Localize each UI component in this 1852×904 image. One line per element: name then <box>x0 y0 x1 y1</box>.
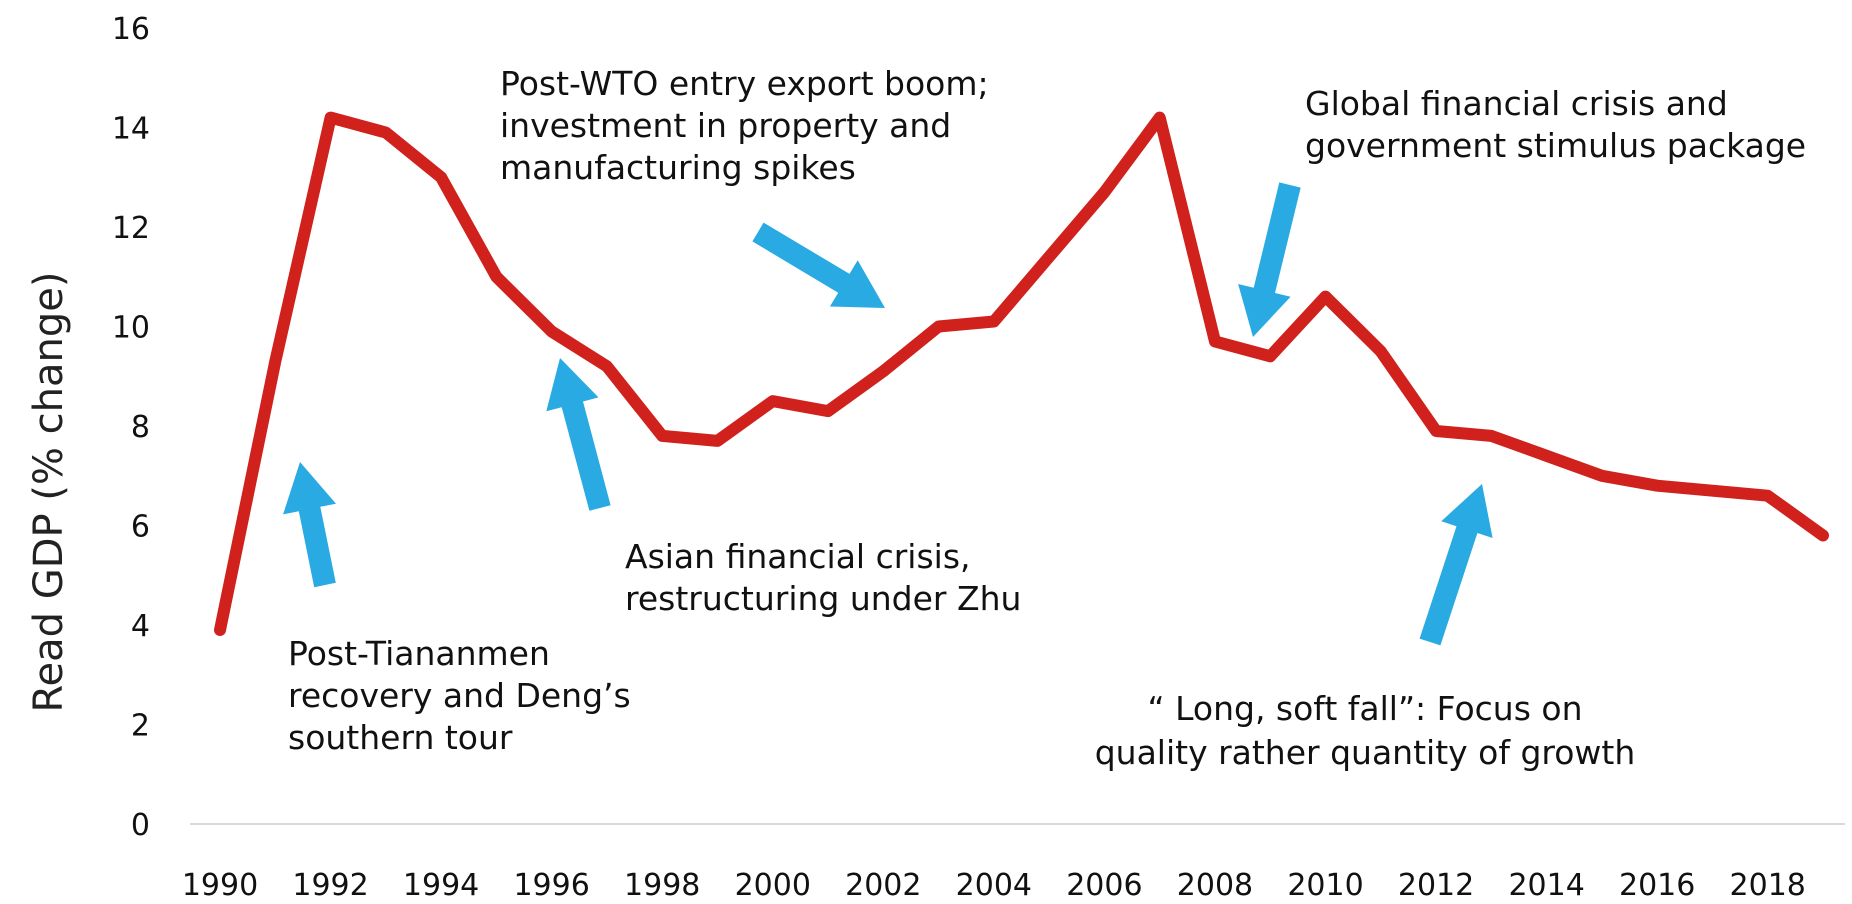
annotation-line: restructuring under Zhu <box>625 579 1021 618</box>
data-point <box>1489 434 1493 438</box>
x-tick-label: 1994 <box>403 868 479 903</box>
y-tick-label: 14 <box>112 112 150 147</box>
data-point <box>1600 474 1604 478</box>
x-tick-label: 2018 <box>1730 868 1806 903</box>
x-tick-label: 2010 <box>1287 868 1363 903</box>
data-point <box>826 409 830 413</box>
data-point <box>660 434 664 438</box>
x-tick-label: 1992 <box>292 868 368 903</box>
data-point <box>605 364 609 368</box>
x-tick-label: 2012 <box>1398 868 1474 903</box>
data-point <box>1434 429 1438 433</box>
x-tick-label: 2004 <box>956 868 1032 903</box>
data-point <box>715 439 719 443</box>
y-axis-label: Read GDP (% change) <box>26 272 72 713</box>
series-group <box>214 111 1829 636</box>
y-axis-ticks: 0 2 4 6 8 10 12 14 16 <box>112 12 150 843</box>
annotation-line: “ Long, soft fall”: Focus on <box>1148 689 1583 728</box>
data-point <box>273 359 277 363</box>
annotation-line: Asian financial crisis, <box>625 537 971 576</box>
x-axis-ticks: 1990 1992 1994 1996 1998 2000 2002 2004 2006 2008… <box>182 868 1806 903</box>
annotation-line: Post-WTO entry export boom; <box>500 64 989 103</box>
annotation-text: Asian financial crisis,restructuring und… <box>625 537 1021 618</box>
data-point <box>218 628 222 632</box>
annotation-arrows <box>283 182 1493 646</box>
data-point <box>1821 533 1825 537</box>
annotation-arrow <box>1238 182 1301 337</box>
data-point <box>1766 494 1770 498</box>
y-tick-label: 4 <box>131 609 150 644</box>
x-tick-label: 2008 <box>1177 868 1253 903</box>
y-tick-label: 8 <box>131 410 150 445</box>
annotation-text: “ Long, soft fall”: Focus on quality rath… <box>1095 689 1636 772</box>
annotation-line: Post-Tiananmen <box>288 634 550 673</box>
annotation-line: recovery and Deng’s <box>288 676 631 715</box>
data-point <box>550 329 554 333</box>
data-point <box>1545 454 1549 458</box>
y-tick-label: 2 <box>131 709 150 744</box>
x-tick-label: 2016 <box>1619 868 1695 903</box>
data-point <box>329 116 333 120</box>
data-point <box>1102 190 1106 194</box>
y-tick-label: 0 <box>131 808 150 843</box>
annotation-line: government stimulus package <box>1305 126 1806 165</box>
annotation-line: quality rather quantity of growth <box>1095 733 1636 772</box>
data-point <box>1047 255 1051 259</box>
x-tick-label: 2006 <box>1066 868 1142 903</box>
y-tick-label: 12 <box>112 211 150 246</box>
annotation-line: investment in property and <box>500 106 951 145</box>
x-tick-label: 2002 <box>845 868 921 903</box>
series-line <box>214 111 1829 636</box>
x-tick-label: 1998 <box>624 868 700 903</box>
data-point <box>384 130 388 134</box>
annotation-line: Global financial crisis and <box>1305 84 1728 123</box>
annotation-arrow <box>1419 484 1493 646</box>
data-point <box>1324 295 1328 299</box>
x-tick-label: 2014 <box>1508 868 1584 903</box>
data-point <box>1710 489 1714 493</box>
data-point <box>1268 354 1272 358</box>
data-point <box>494 275 498 279</box>
annotation-text: Post-WTO entry export boom;investment in… <box>500 64 989 187</box>
data-point <box>439 175 443 179</box>
annotation-arrow <box>283 462 336 588</box>
x-tick-label: 1996 <box>513 868 589 903</box>
annotation-line: manufacturing spikes <box>500 148 856 187</box>
x-tick-label: 2000 <box>735 868 811 903</box>
data-point <box>881 369 885 373</box>
x-tick-label: 1990 <box>182 868 258 903</box>
data-point <box>992 320 996 324</box>
data-point <box>771 399 775 403</box>
y-tick-label: 16 <box>112 12 150 47</box>
annotation-arrow <box>546 358 611 511</box>
y-tick-label: 6 <box>131 510 150 545</box>
annotation-line: southern tour <box>288 718 513 757</box>
y-tick-label: 10 <box>112 311 150 346</box>
data-point <box>937 325 941 328</box>
data-point <box>1655 484 1659 488</box>
data-point <box>1379 349 1383 353</box>
annotation-arrow <box>752 222 885 308</box>
data-point <box>1213 339 1217 343</box>
data-point <box>1158 116 1162 120</box>
